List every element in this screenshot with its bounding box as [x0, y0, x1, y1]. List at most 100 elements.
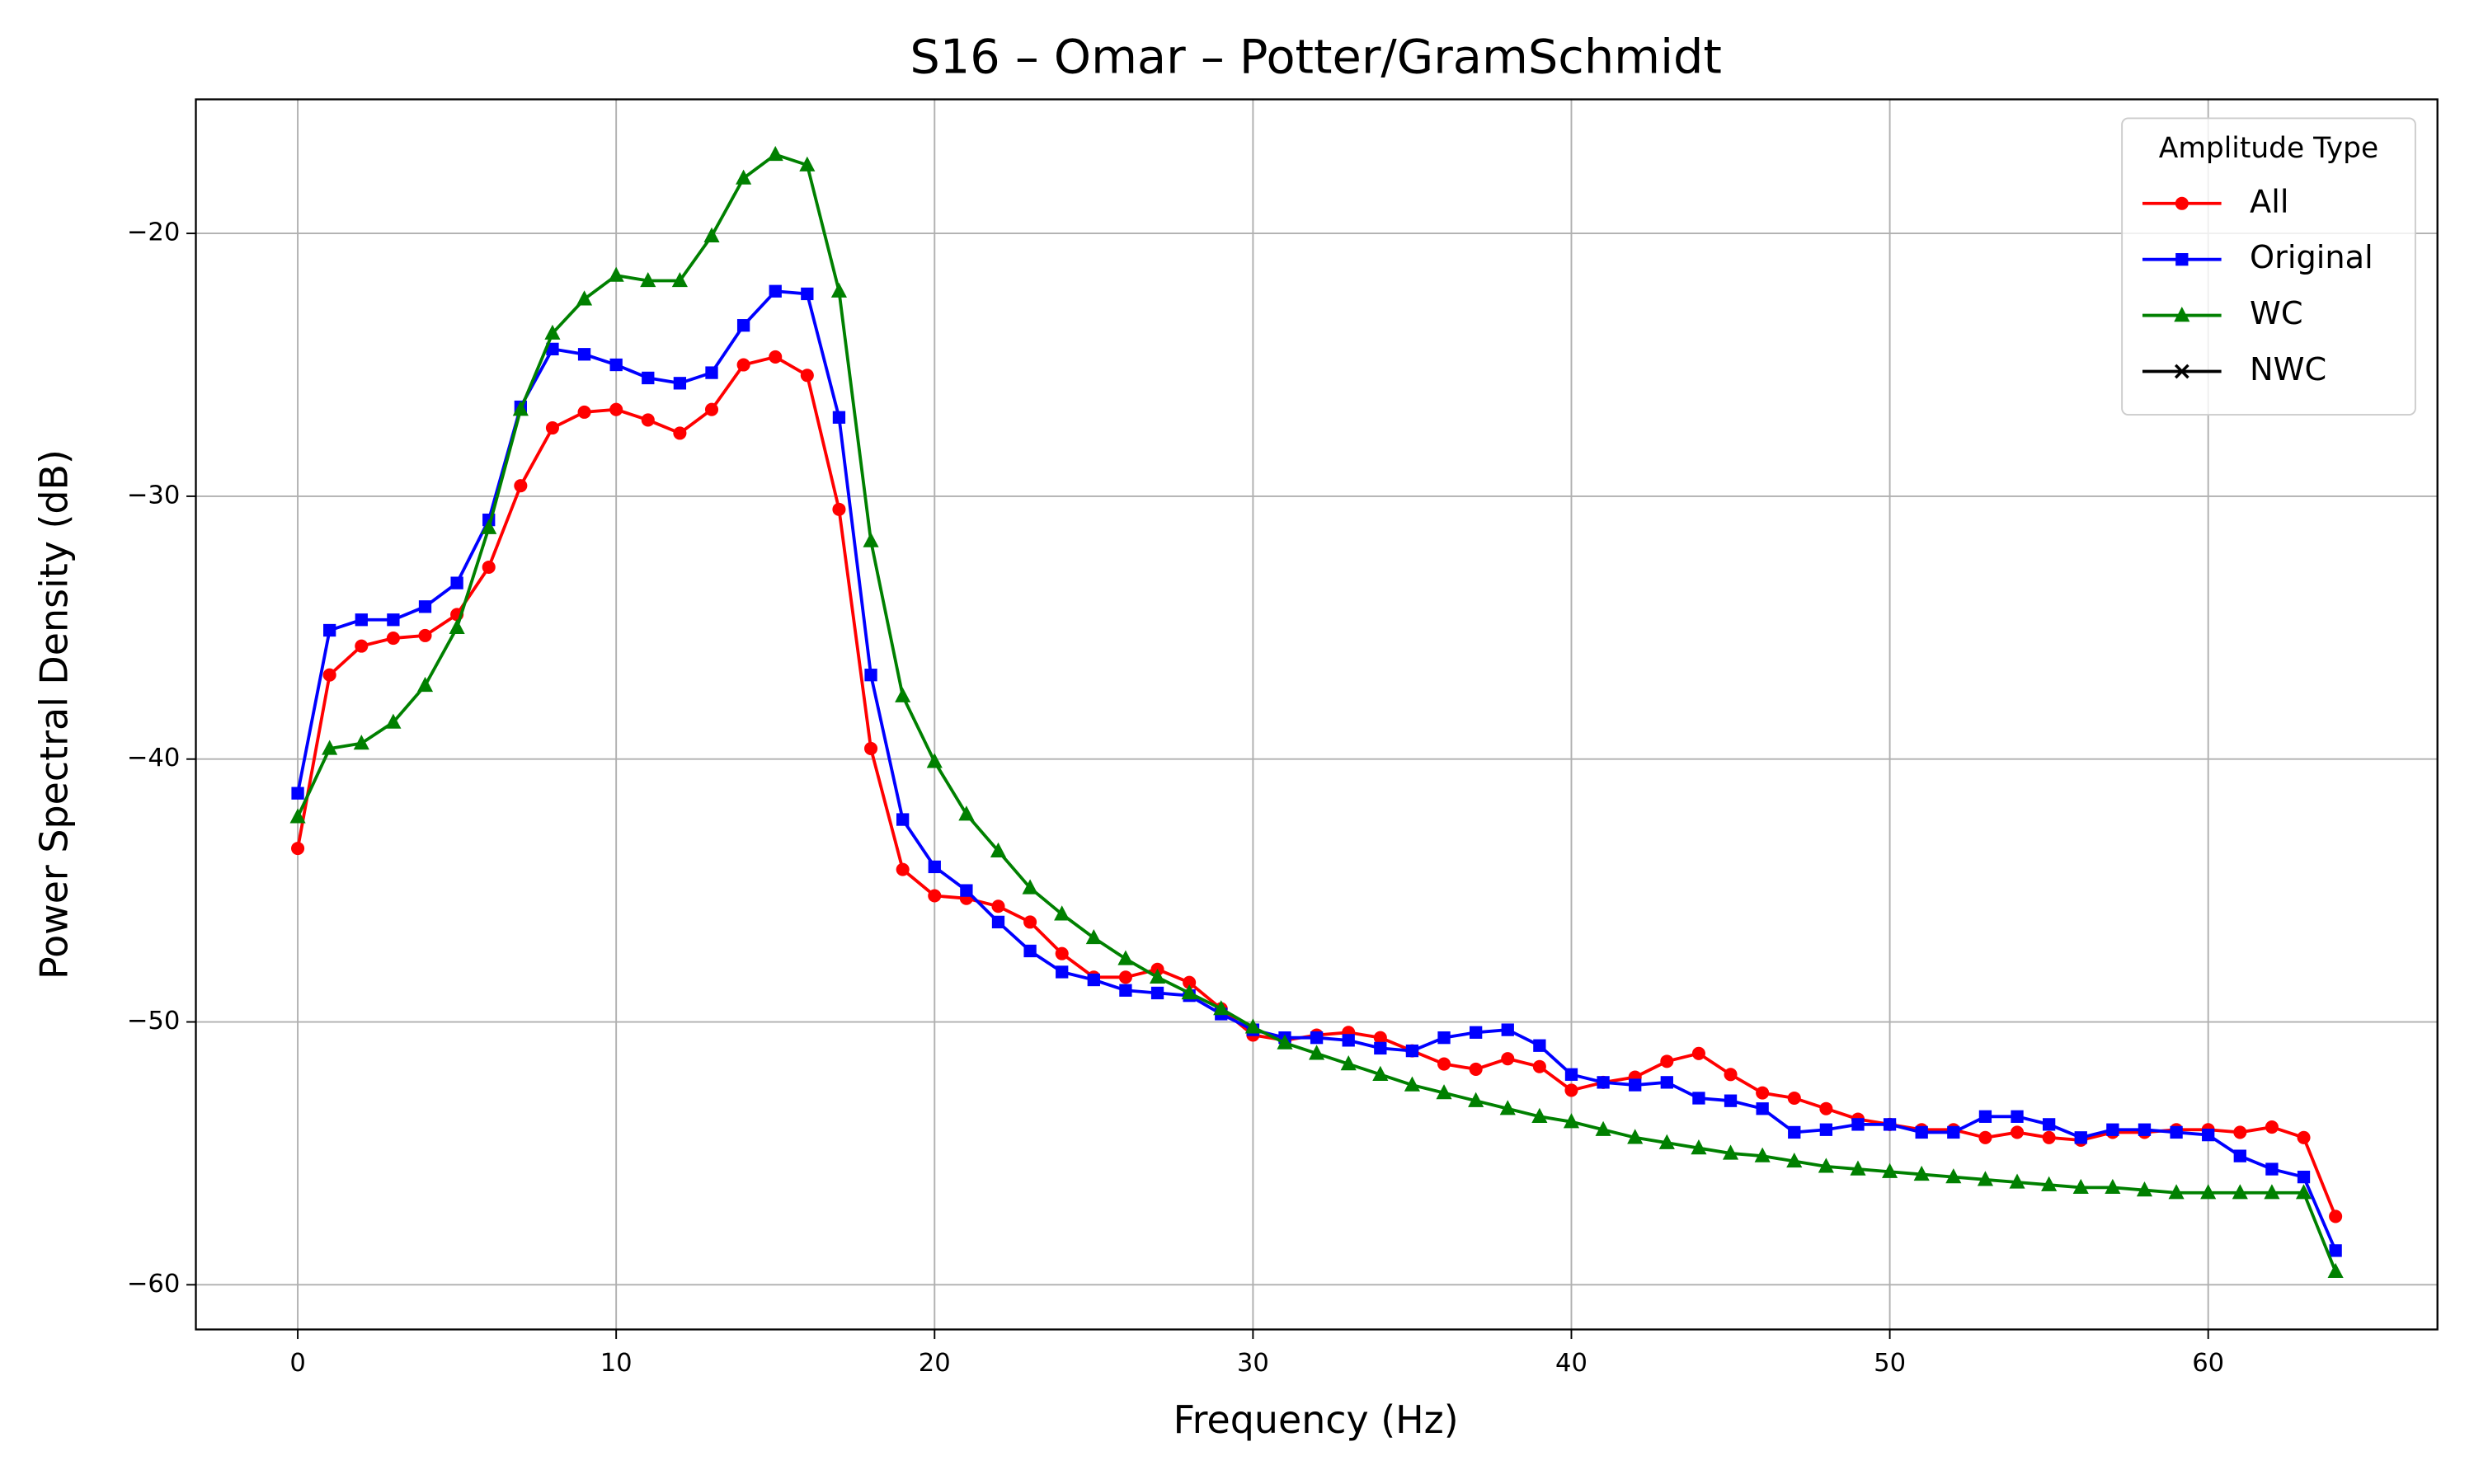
marker [577, 348, 591, 361]
marker [896, 813, 910, 826]
marker [991, 899, 1005, 913]
marker [1978, 1130, 1992, 1144]
marker [1056, 965, 1069, 979]
marker [1786, 1152, 1803, 1168]
marker [1629, 1078, 1642, 1092]
marker [418, 600, 432, 613]
marker [1947, 1125, 1960, 1139]
marker [1309, 1045, 1325, 1060]
marker [2202, 1128, 2215, 1142]
marker [1658, 1134, 1675, 1149]
marker [1022, 879, 1038, 895]
marker [1499, 1100, 1516, 1115]
x-tick-label: 40 [1555, 1349, 1587, 1378]
marker [546, 342, 559, 356]
x-tick-label: 10 [600, 1349, 633, 1378]
marker [801, 287, 814, 301]
marker [2170, 1125, 2183, 1139]
marker [960, 884, 973, 897]
marker [736, 169, 752, 185]
marker [1563, 1113, 1580, 1129]
marker [928, 860, 941, 874]
marker [1754, 1147, 1771, 1162]
marker [481, 519, 497, 534]
marker [1023, 915, 1037, 929]
legend-marker [2174, 307, 2190, 322]
marker [1372, 1065, 1389, 1081]
marker [1404, 1076, 1420, 1092]
marker [1597, 1076, 1610, 1089]
marker [1150, 986, 1164, 1000]
x-tick-label: 50 [1874, 1349, 1906, 1378]
marker [799, 156, 816, 171]
marker [2009, 1173, 2025, 1189]
chart-title: S16 – Omar – Potter/GramSchmidt [910, 29, 1722, 84]
marker [1085, 928, 1102, 945]
marker [1627, 1129, 1644, 1144]
marker [1501, 1052, 1515, 1066]
marker [640, 271, 656, 288]
marker [895, 687, 911, 702]
marker [2295, 1184, 2312, 1200]
marker [1850, 1160, 1866, 1176]
marker [289, 808, 306, 824]
marker [1851, 1118, 1865, 1131]
marker [1532, 1059, 1546, 1073]
legend-title: Amplitude Type [2159, 132, 2378, 165]
marker [322, 740, 338, 755]
marker [1595, 1120, 1611, 1136]
marker [2233, 1125, 2247, 1139]
marker [1374, 1041, 1387, 1055]
marker [1915, 1125, 1928, 1139]
axes-frame [195, 98, 2439, 1331]
marker [545, 420, 559, 435]
marker [991, 915, 1005, 929]
legend: Amplitude Type All Original WC NWC [2121, 117, 2416, 416]
marker [514, 479, 528, 493]
marker [1437, 1031, 1451, 1045]
marker [609, 402, 623, 416]
marker [322, 668, 336, 682]
marker [704, 402, 719, 416]
marker [673, 426, 687, 440]
grid [195, 99, 2438, 1330]
marker [1501, 1023, 1514, 1036]
marker [1691, 1139, 1707, 1155]
marker [1087, 973, 1100, 987]
marker [736, 319, 750, 332]
marker [926, 753, 943, 768]
marker [1436, 1084, 1452, 1100]
marker [2105, 1178, 2121, 1195]
marker [1977, 1171, 1993, 1186]
marker [355, 613, 368, 627]
marker [1119, 984, 1132, 997]
marker [355, 639, 369, 653]
marker [2233, 1149, 2246, 1162]
marker [1945, 1168, 1962, 1184]
marker [387, 613, 400, 627]
marker [1055, 946, 1069, 960]
marker [1692, 1092, 1705, 1105]
legend-label: NWC [2250, 351, 2326, 388]
plot [289, 145, 2344, 1279]
marker [2200, 1184, 2217, 1200]
marker [1819, 1101, 1833, 1115]
legend-label: All [2250, 183, 2288, 220]
marker [769, 284, 782, 298]
marker [2297, 1170, 2311, 1184]
marker [1564, 1083, 1578, 1097]
legend-label: Original [2250, 239, 2373, 276]
marker [1469, 1062, 1483, 1076]
marker [1818, 1158, 1834, 1173]
legend-marker [2175, 253, 2189, 266]
marker [830, 282, 848, 298]
marker [1405, 1044, 1419, 1058]
marker [896, 862, 910, 876]
marker [576, 290, 593, 306]
marker [800, 369, 814, 383]
marker [1117, 950, 1134, 965]
marker [703, 227, 720, 242]
marker [767, 145, 783, 162]
